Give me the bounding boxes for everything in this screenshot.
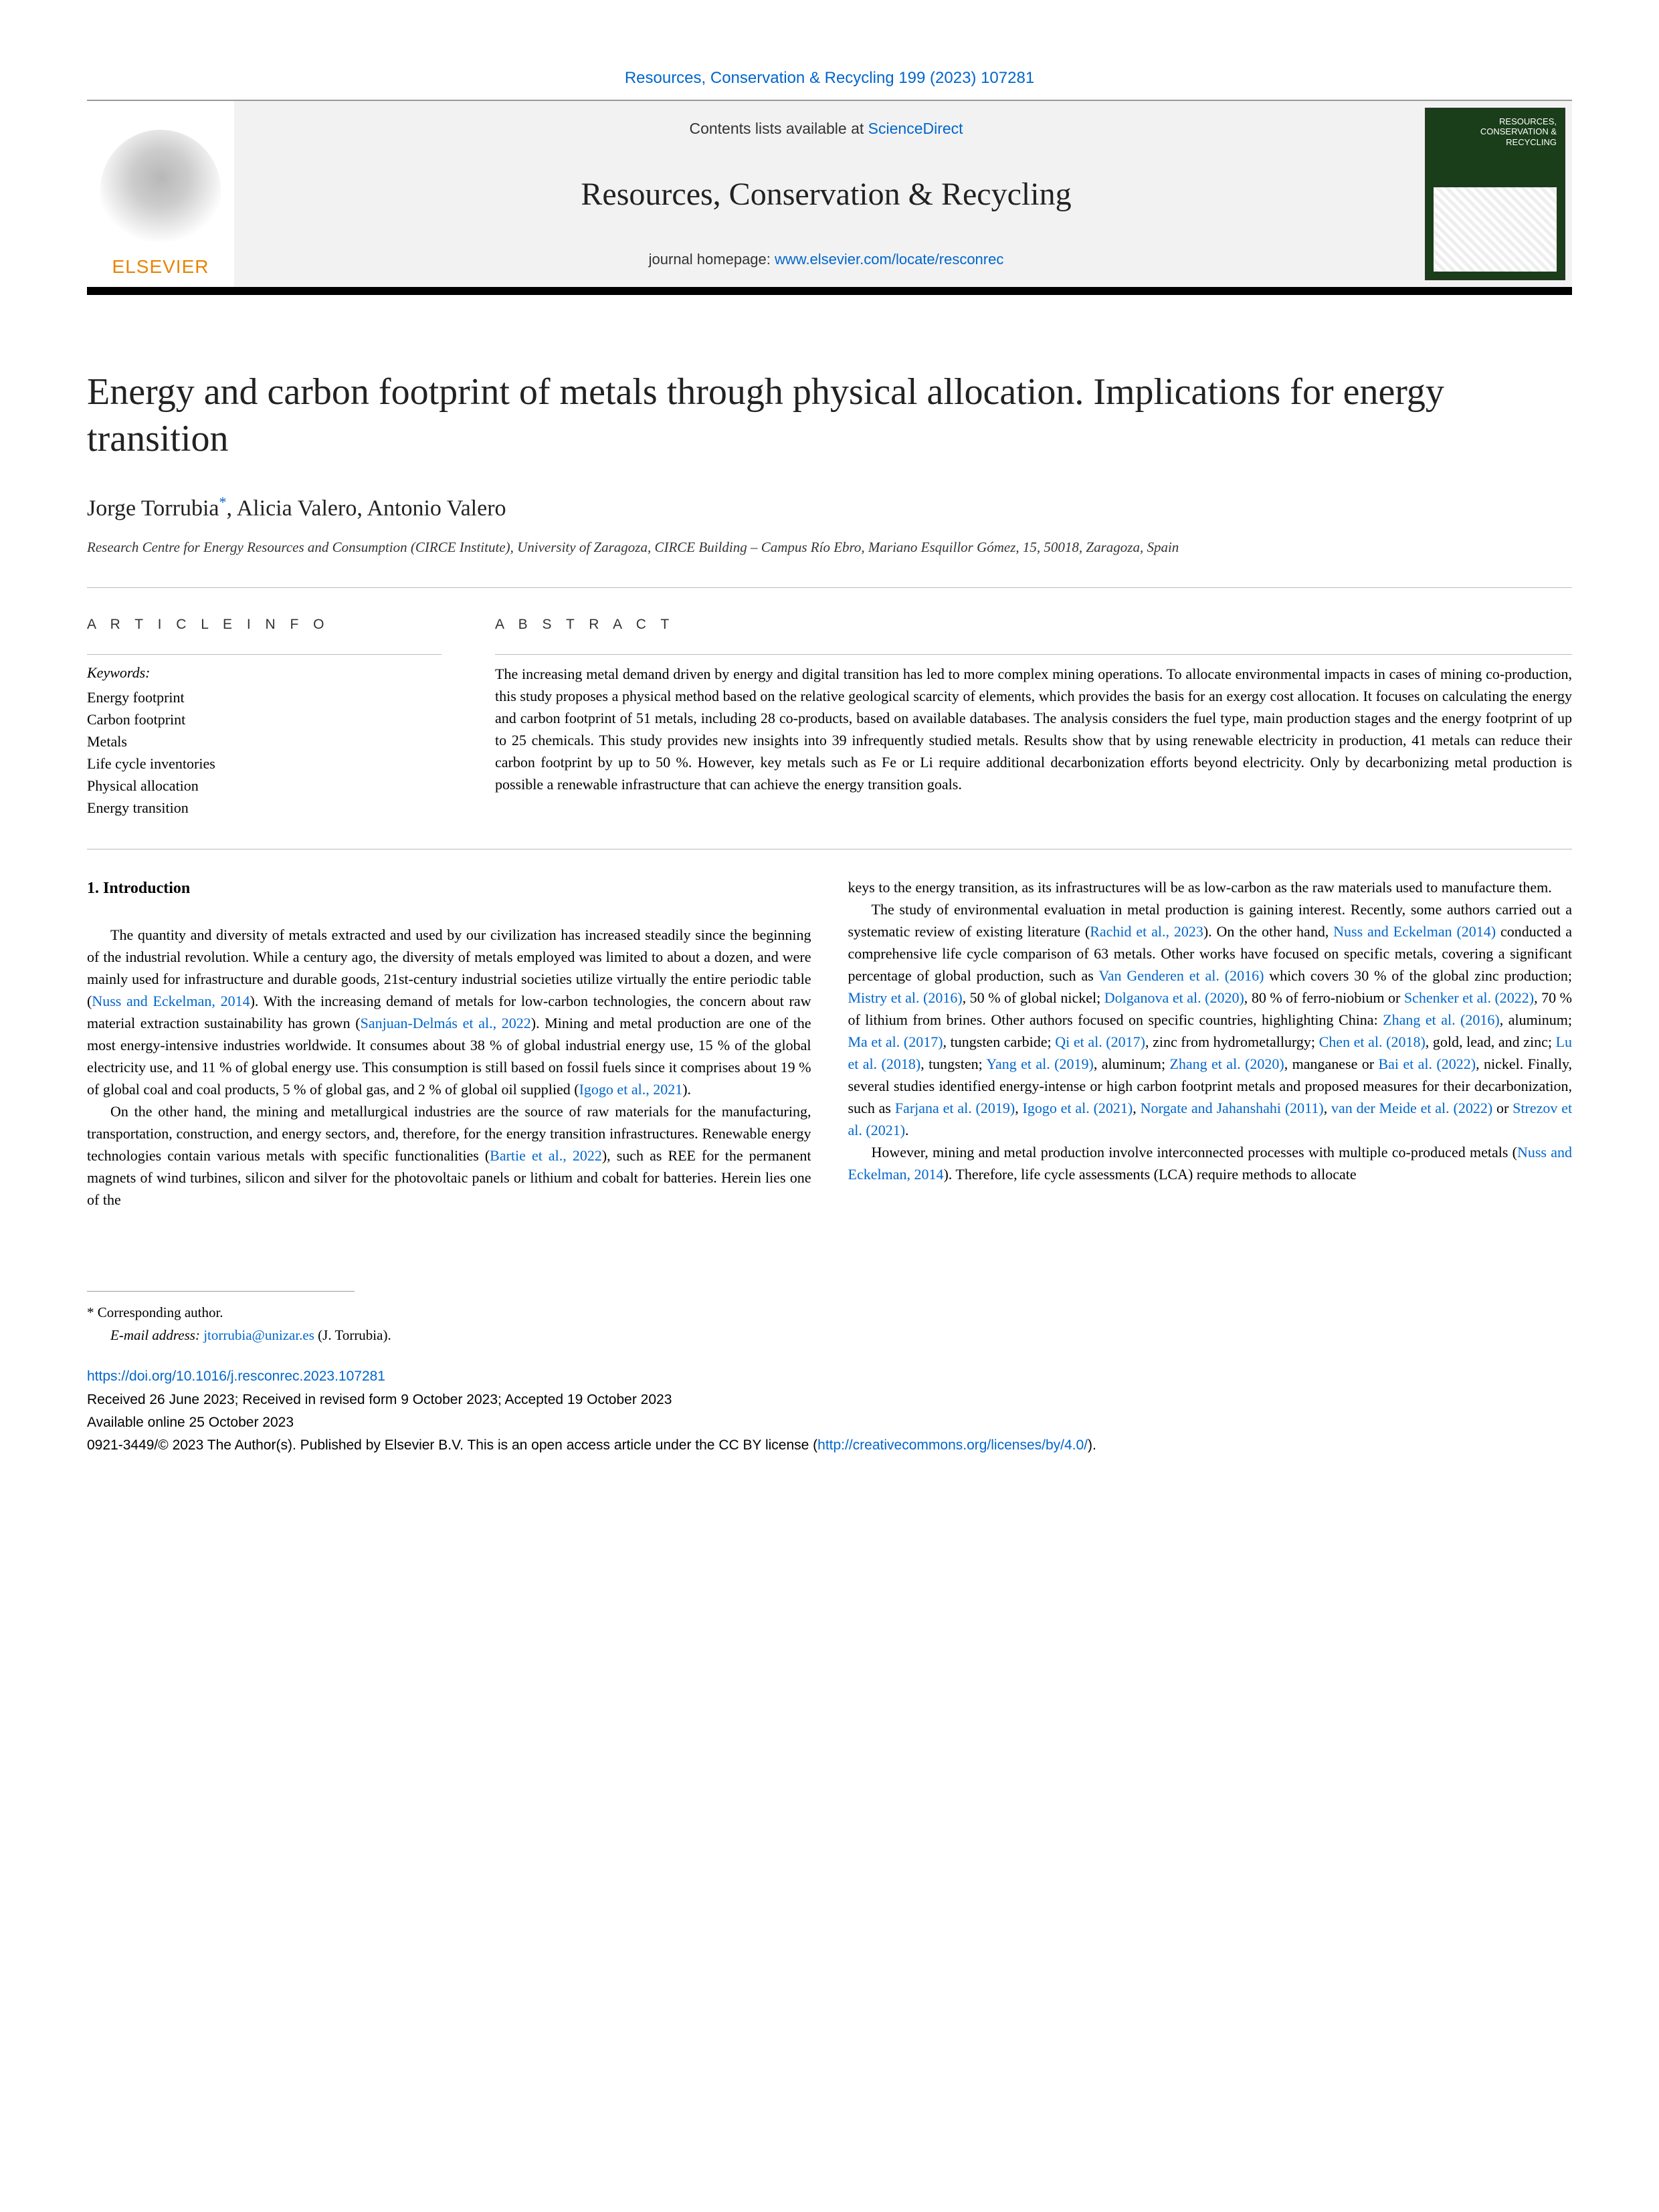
author-3: Antonio Valero <box>367 496 506 520</box>
footnote-separator <box>87 1291 355 1292</box>
corresponding-mark[interactable]: * <box>219 494 227 510</box>
keyword-2: Metals <box>87 730 442 752</box>
ref-sanjuan-2022[interactable]: Sanjuan-Delmás et al., 2022 <box>361 1015 531 1031</box>
sciencedirect-link[interactable]: ScienceDirect <box>868 120 963 137</box>
citation-journal-link[interactable]: Resources, Conservation & Recycling 199 … <box>625 69 1034 87</box>
journal-citation: Resources, Conservation & Recycling 199 … <box>87 67 1572 90</box>
email-line: E-mail address: jtorrubia@unizar.es (J. … <box>87 1324 1572 1347</box>
doi-link[interactable]: https://doi.org/10.1016/j.resconrec.2023… <box>87 1369 385 1384</box>
keyword-0: Energy footprint <box>87 686 442 708</box>
homepage-line: journal homepage: www.elsevier.com/locat… <box>649 249 1004 270</box>
author-2: Alicia Valero <box>237 496 357 520</box>
divider-1 <box>87 587 1572 588</box>
paragraph-1: The quantity and diversity of metals ext… <box>87 924 811 1100</box>
copyright-line: 0921-3449/© 2023 The Author(s). Publishe… <box>87 1435 1572 1455</box>
abstract-text: The increasing metal demand driven by en… <box>495 654 1572 795</box>
header-band: ELSEVIER Contents lists available at Sci… <box>87 100 1572 287</box>
abstract-heading: A B S T R A C T <box>495 615 1572 634</box>
email-link[interactable]: jtorrubia@unizar.es <box>203 1327 314 1343</box>
ref-zhang-2016[interactable]: Zhang et al. (2016) <box>1383 1011 1500 1028</box>
cover-image-placeholder <box>1434 187 1557 271</box>
paragraph-3: The study of environmental evaluation in… <box>848 898 1573 1141</box>
ref-rachid-2023[interactable]: Rachid et al., 2023 <box>1090 923 1203 940</box>
cover-title: RESOURCES, CONSERVATION & RECYCLING <box>1434 116 1557 148</box>
ref-chen-2018[interactable]: Chen et al. (2018) <box>1319 1033 1426 1050</box>
doi-line: https://doi.org/10.1016/j.resconrec.2023… <box>87 1367 1572 1386</box>
ref-vandermeide-2022[interactable]: van der Meide et al. (2022) <box>1331 1100 1492 1116</box>
ref-vangenderen-2016[interactable]: Van Genderen et al. (2016) <box>1098 967 1264 984</box>
keyword-5: Energy transition <box>87 797 442 819</box>
paragraph-2: On the other hand, the mining and metall… <box>87 1100 811 1211</box>
elsevier-text: ELSEVIER <box>112 254 209 280</box>
dates-line: Received 26 June 2023; Received in revis… <box>87 1390 1572 1409</box>
keywords-label: Keywords: <box>87 654 442 684</box>
section-1-heading: 1. Introduction <box>87 876 811 900</box>
affiliation: Research Centre for Energy Resources and… <box>87 538 1572 557</box>
journal-name: Resources, Conservation & Recycling <box>581 172 1071 217</box>
ref-bartie-2022[interactable]: Bartie et al., 2022 <box>490 1147 602 1164</box>
contents-line: Contents lists available at ScienceDirec… <box>689 118 963 139</box>
paragraph-4: However, mining and metal production inv… <box>848 1141 1573 1185</box>
ref-ma-2017[interactable]: Ma et al. (2017) <box>848 1033 943 1050</box>
ref-norgate-2011[interactable]: Norgate and Jahanshahi (2011) <box>1141 1100 1324 1116</box>
ref-igogo-2021b[interactable]: Igogo et al. (2021) <box>1023 1100 1133 1116</box>
article-info: A R T I C L E I N F O Keywords: Energy f… <box>87 615 442 819</box>
journal-cover: RESOURCES, CONSERVATION & RECYCLING <box>1425 108 1565 280</box>
homepage-link[interactable]: www.elsevier.com/locate/resconrec <box>775 251 1003 268</box>
online-date: Available online 25 October 2023 <box>87 1413 1572 1432</box>
ref-yang-2019[interactable]: Yang et al. (2019) <box>986 1055 1094 1072</box>
corresponding-author: * Corresponding author. <box>87 1302 1572 1324</box>
cc-license-link[interactable]: http://creativecommons.org/licenses/by/4… <box>817 1437 1088 1453</box>
ref-dolganova-2020[interactable]: Dolganova et al. (2020) <box>1104 989 1244 1006</box>
ref-mistry-2016[interactable]: Mistry et al. (2016) <box>848 989 963 1006</box>
author-1: Jorge Torrubia <box>87 496 219 520</box>
ref-qi-2017[interactable]: Qi et al. (2017) <box>1055 1033 1145 1050</box>
keyword-3: Life cycle inventories <box>87 752 442 775</box>
elsevier-logo: ELSEVIER <box>87 101 234 287</box>
ref-bai-2022[interactable]: Bai et al. (2022) <box>1378 1055 1476 1072</box>
ref-igogo-2021[interactable]: Igogo et al., 2021 <box>579 1081 683 1098</box>
info-abstract-row: A R T I C L E I N F O Keywords: Energy f… <box>87 615 1572 819</box>
elsevier-tree-icon <box>100 130 221 250</box>
keyword-1: Carbon footprint <box>87 708 442 730</box>
authors: Jorge Torrubia*, Alicia Valero, Antonio … <box>87 492 1572 524</box>
ref-schenker-2022[interactable]: Schenker et al. (2022) <box>1404 989 1534 1006</box>
article-info-heading: A R T I C L E I N F O <box>87 615 442 634</box>
title-block: Energy and carbon footprint of metals th… <box>87 369 1572 462</box>
body-text: 1. Introduction The quantity and diversi… <box>87 876 1572 1211</box>
paragraph-2-cont: keys to the energy transition, as its in… <box>848 876 1573 898</box>
ref-zhang-2020[interactable]: Zhang et al. (2020) <box>1169 1055 1284 1072</box>
ref-nuss-2014[interactable]: Nuss and Eckelman, 2014 <box>92 993 250 1009</box>
ref-nuss-2014b[interactable]: Nuss and Eckelman (2014) <box>1333 923 1496 940</box>
header-black-bar <box>87 287 1572 295</box>
keyword-4: Physical allocation <box>87 775 442 797</box>
ref-farjana-2019[interactable]: Farjana et al. (2019) <box>895 1100 1015 1116</box>
paper-title: Energy and carbon footprint of metals th… <box>87 369 1572 462</box>
abstract-column: A B S T R A C T The increasing metal dem… <box>495 615 1572 819</box>
header-center: Contents lists available at ScienceDirec… <box>234 101 1418 287</box>
